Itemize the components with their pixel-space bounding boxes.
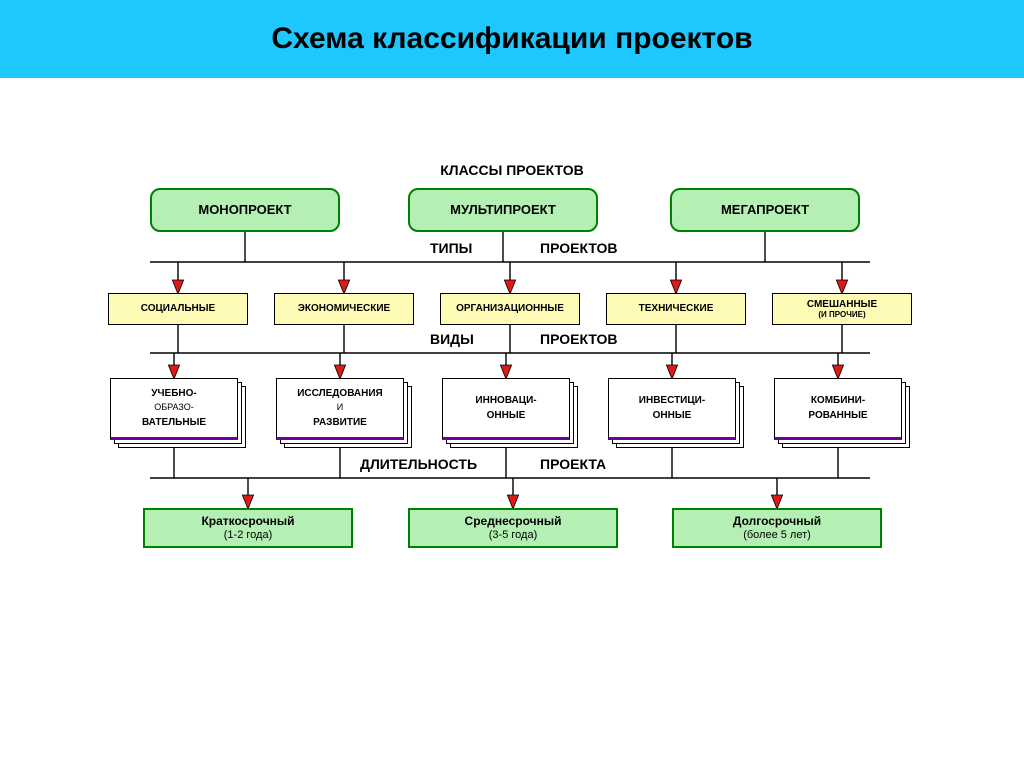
type-box-org: ОРГАНИЗАЦИОННЫЕ	[440, 293, 580, 325]
label-dur-r: ПРОЕКТА	[540, 456, 606, 472]
type-label: СМЕШАННЫЕ	[807, 299, 877, 311]
kind-box-education: УЧЕБНО-ОБРАЗО-ВАТЕЛЬНЫЕ	[110, 378, 246, 448]
class-box-multi: МУЛЬТИПРОЕКТ	[408, 188, 598, 232]
duration-title: Среднесрочный	[465, 515, 562, 529]
duration-box-short: Краткосрочный (1-2 года)	[143, 508, 353, 548]
type-box-tech: ТЕХНИЧЕСКИЕ	[606, 293, 746, 325]
header: Схема классификации проектов	[0, 0, 1024, 78]
label-dur-l: ДЛИТЕЛЬНОСТЬ	[360, 456, 477, 472]
diagram-canvas: КЛАССЫ ПРОЕКТОВ ТИПЫ ПРОЕКТОВ ВИДЫ ПРОЕК…	[0, 78, 1024, 768]
type-box-mixed: СМЕШАННЫЕ (И ПРОЧИЕ)	[772, 293, 912, 325]
class-label: МУЛЬТИПРОЕКТ	[450, 203, 556, 218]
class-label: МЕГАПРОЕКТ	[721, 203, 809, 218]
type-label: ТЕХНИЧЕСКИЕ	[639, 303, 714, 315]
kind-box-combined: КОМБИНИ-РОВАННЫЕ	[774, 378, 910, 448]
type-label: СОЦИАЛЬНЫЕ	[141, 303, 215, 315]
duration-sub: (1-2 года)	[224, 529, 272, 542]
class-box-mono: МОНОПРОЕКТ	[150, 188, 340, 232]
kind-box-investment: ИНВЕСТИЦИ-ОННЫЕ	[608, 378, 744, 448]
label-kinds-r: ПРОЕКТОВ	[540, 331, 618, 347]
duration-title: Долгосрочный	[733, 515, 821, 529]
label-types-r: ПРОЕКТОВ	[540, 240, 618, 256]
duration-sub: (3-5 года)	[489, 529, 537, 542]
class-box-mega: МЕГАПРОЕКТ	[670, 188, 860, 232]
label-classes: КЛАССЫ ПРОЕКТОВ	[0, 162, 1024, 178]
type-box-economic: ЭКОНОМИЧЕСКИЕ	[274, 293, 414, 325]
label-types-l: ТИПЫ	[430, 240, 472, 256]
type-sublabel: (И ПРОЧИЕ)	[818, 310, 865, 319]
class-label: МОНОПРОЕКТ	[198, 203, 291, 218]
page-title: Схема классификации проектов	[271, 22, 752, 56]
type-box-social: СОЦИАЛЬНЫЕ	[108, 293, 248, 325]
duration-box-mid: Среднесрочный (3-5 года)	[408, 508, 618, 548]
type-label: ОРГАНИЗАЦИОННЫЕ	[456, 303, 564, 315]
type-label: ЭКОНОМИЧЕСКИЕ	[298, 303, 390, 315]
duration-box-long: Долгосрочный (более 5 лет)	[672, 508, 882, 548]
label-kinds-l: ВИДЫ	[430, 331, 474, 347]
kind-box-innovation: ИННОВАЦИ-ОННЫЕ	[442, 378, 578, 448]
kind-box-research: ИССЛЕДОВАНИЯИРАЗВИТИЕ	[276, 378, 412, 448]
duration-title: Краткосрочный	[201, 515, 294, 529]
duration-sub: (более 5 лет)	[743, 529, 811, 542]
